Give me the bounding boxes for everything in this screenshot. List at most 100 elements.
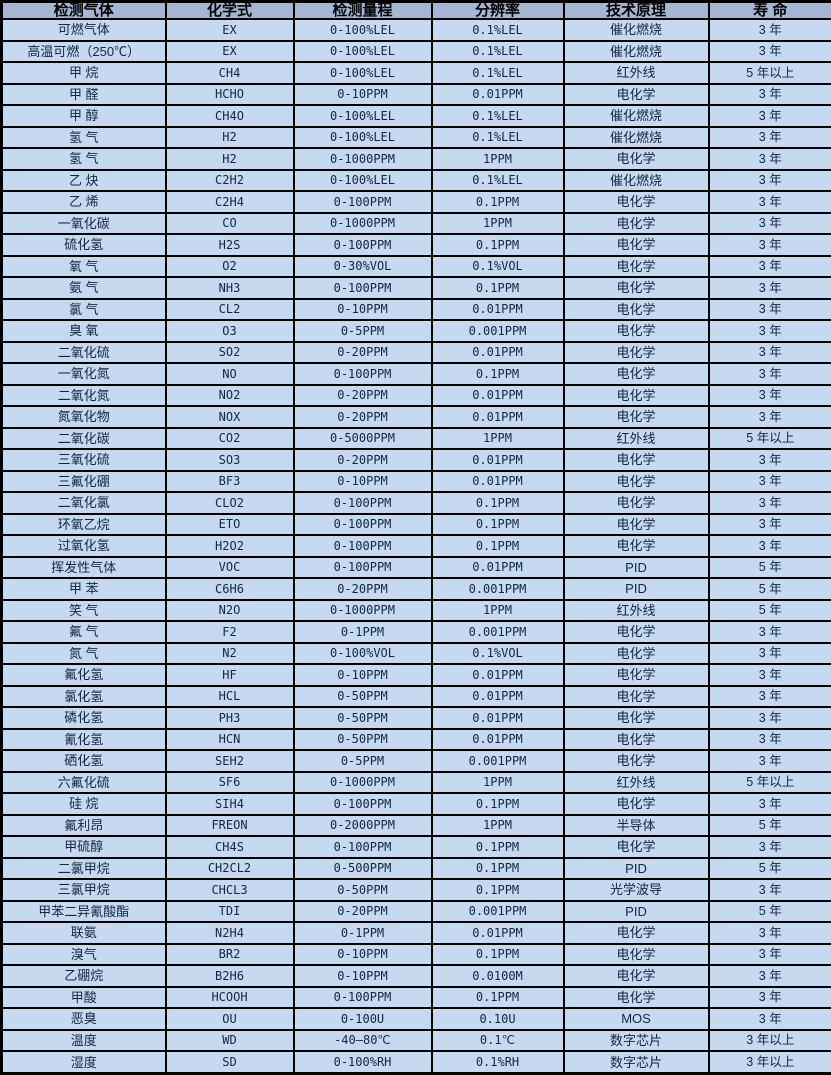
table-cell: 0.1%LEL (430, 39, 565, 63)
table-cell: 0.1%LEL (430, 18, 565, 42)
table-cell: 0-5000PPM (292, 426, 433, 450)
table-cell: 0.1PPM (430, 276, 565, 300)
table-row: 硫化氢 H2S 0-100PPM 0.1PPM 电化学 3 年 (0, 233, 831, 257)
table-cell: 3 年 (707, 147, 831, 171)
table-cell: H2O2 (164, 534, 295, 558)
table-cell: 3 年 (707, 168, 831, 192)
table-body: 可燃气体 EX 0-100%LEL 0.1%LEL 催化燃烧 3 年高温可燃（250℃） E… (0, 18, 831, 1075)
table-cell: 三氟化硼 (0, 469, 167, 493)
table-cell: SO2 (164, 340, 295, 364)
table-cell: 三氧化硫 (0, 448, 167, 472)
table-cell: 氯 气 (0, 297, 167, 321)
table-row: 臭 氧 O3 0-5PPM 0.001PPM 电化学 3 年 (0, 319, 831, 343)
table-row: 三氧化硫 SO3 0-20PPM 0.01PPM 电化学 3 年 (0, 448, 831, 472)
table-cell: 3 年 (707, 491, 831, 515)
table-row: 湿度 SD 0-100%RH 0.1%RH 数字芯片 3 年以上 (0, 1050, 831, 1075)
table-cell: CH2CL2 (164, 856, 295, 880)
table-cell: B2H6 (164, 964, 295, 988)
table-cell: -40—80℃ (292, 1028, 433, 1052)
table-cell: PID (562, 577, 710, 601)
table-cell: CHCL3 (164, 878, 295, 902)
table-cell: 0.1PPM (430, 190, 565, 214)
table-cell: 0.1PPM (430, 233, 565, 257)
table-cell: 电化学 (562, 620, 710, 644)
table-row: 乙 炔 C2H2 0-100%LEL 0.1%LEL 催化燃烧 3 年 (0, 168, 831, 192)
table-row: 氯 气 CL2 0-10PPM 0.01PPM 电化学 3 年 (0, 297, 831, 321)
column-header: 寿 命 (707, 0, 831, 20)
table-cell: 3 年以上 (707, 1028, 831, 1052)
table-cell: TDI (164, 899, 295, 923)
table-cell: 5 年以上 (707, 770, 831, 794)
table-cell: 恶臭 (0, 1007, 167, 1031)
table-cell: CO2 (164, 426, 295, 450)
table-cell: SD (164, 1050, 295, 1075)
column-header: 技术原理 (562, 0, 710, 20)
table-cell: 0.1PPM (430, 491, 565, 515)
table-cell: SIH4 (164, 792, 295, 816)
table-cell: 氟利昂 (0, 813, 167, 837)
table-cell: 0-1000PPM (292, 211, 433, 235)
table-cell: 5 年以上 (707, 61, 831, 85)
table-cell: C2H4 (164, 190, 295, 214)
table-cell: 5 年 (707, 598, 831, 622)
table-cell: ETO (164, 512, 295, 536)
table-cell: 氮 气 (0, 641, 167, 665)
table-row: 可燃气体 EX 0-100%LEL 0.1%LEL 催化燃烧 3 年 (0, 18, 831, 42)
table-cell: 3 年 (707, 749, 831, 773)
table-cell: O3 (164, 319, 295, 343)
table-cell: 0.01PPM (430, 82, 565, 106)
table-row: 甲硫醇 CH4S 0-100PPM 0.1PPM 电化学 3 年 (0, 835, 831, 859)
table-cell: 0-1000PPM (292, 598, 433, 622)
table-row: 氰化氢 HCN 0-50PPM 0.01PPM 电化学 3 年 (0, 727, 831, 751)
table-cell: 硫化氢 (0, 233, 167, 257)
table-cell: 氟 气 (0, 620, 167, 644)
table-cell: 3 年 (707, 706, 831, 730)
table-row: 磷化氢 PH3 0-50PPM 0.01PPM 电化学 3 年 (0, 706, 831, 730)
table-cell: CH4S (164, 835, 295, 859)
table-cell: 半导体 (562, 813, 710, 837)
table-cell: MOS (562, 1007, 710, 1031)
table-row: 氯化氢 HCL 0-50PPM 0.01PPM 电化学 3 年 (0, 684, 831, 708)
table-cell: OU (164, 1007, 295, 1031)
table-row: 恶臭 OU 0-100U 0.10U MOS 3 年 (0, 1007, 831, 1031)
table-cell: 红外线 (562, 598, 710, 622)
table-cell: HF (164, 663, 295, 687)
table-cell: 0.1PPM (430, 362, 565, 386)
table-cell: 3 年 (707, 727, 831, 751)
table-row: 氟利昂 FREON 0-2000PPM 1PPM 半导体 5 年 (0, 813, 831, 837)
table-cell: 红外线 (562, 426, 710, 450)
table-cell: 0.1PPM (430, 985, 565, 1009)
table-cell: 电化学 (562, 641, 710, 665)
table-cell: 0-20PPM (292, 340, 433, 364)
table-cell: 0-500PPM (292, 856, 433, 880)
table-cell: 电化学 (562, 147, 710, 171)
table-cell: 电化学 (562, 233, 710, 257)
table-cell: 电化学 (562, 405, 710, 429)
table-row: 甲酸 HCOOH 0-100PPM 0.1PPM 电化学 3 年 (0, 985, 831, 1009)
table-cell: 3 年 (707, 512, 831, 536)
table-cell: 0.01PPM (430, 383, 565, 407)
table-row: 硒化氢 SEH2 0-5PPM 0.001PPM 电化学 3 年 (0, 749, 831, 773)
table-cell: 3 年 (707, 469, 831, 493)
table-cell: SO3 (164, 448, 295, 472)
table-cell: 0-1PPM (292, 620, 433, 644)
table-row: 溴气 BR2 0-10PPM 0.1PPM 电化学 3 年 (0, 942, 831, 966)
table-cell: 0.1%LEL (430, 104, 565, 128)
table-cell: 0-30%VOL (292, 254, 433, 278)
table-cell: 0.01PPM (430, 706, 565, 730)
table-cell: 5 年 (707, 899, 831, 923)
table-cell: PID (562, 856, 710, 880)
table-row: 甲 醛 HCHO 0-10PPM 0.01PPM 电化学 3 年 (0, 82, 831, 106)
table-cell: 0-50PPM (292, 878, 433, 902)
table-cell: 3 年 (707, 233, 831, 257)
table-cell: N2H4 (164, 921, 295, 945)
table-cell: 0.1%VOL (430, 641, 565, 665)
table-cell: 0-5PPM (292, 749, 433, 773)
table-cell: 3 年 (707, 383, 831, 407)
table-cell: 数字芯片 (562, 1028, 710, 1052)
table-cell: 0.01PPM (430, 727, 565, 751)
table-cell: 0-50PPM (292, 727, 433, 751)
table-cell: 电化学 (562, 362, 710, 386)
table-cell: BF3 (164, 469, 295, 493)
